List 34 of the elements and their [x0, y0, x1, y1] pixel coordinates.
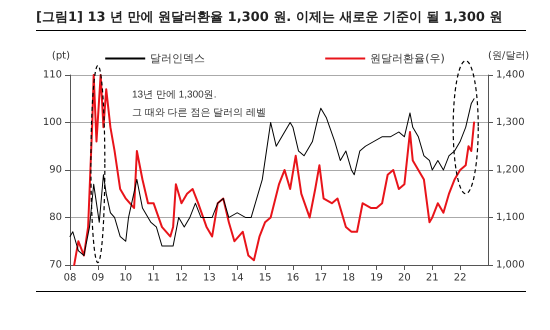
- line-series: [73, 74, 476, 266]
- y-tick-label: 70: [49, 260, 62, 270]
- y-tick-label: 90: [49, 164, 62, 176]
- x-tick-label: 22: [454, 272, 466, 284]
- x-tick-label: 10: [119, 272, 132, 284]
- legend-label: 달러인덱스: [150, 52, 206, 65]
- y2-axis-title: (원/달러): [488, 50, 530, 62]
- x-tick-label: 09: [92, 272, 104, 284]
- y-tick-label: 110: [42, 70, 62, 80]
- x-tick-label: 11: [147, 272, 160, 284]
- line-series: [70, 98, 475, 256]
- x-tick-label: 17: [314, 272, 328, 284]
- y-tick-label: 100: [42, 117, 62, 128]
- legend-label: 원달러환율(우): [370, 52, 445, 65]
- x-tick-label: 19: [370, 272, 383, 284]
- y2-tick-label: 1,000: [496, 260, 525, 270]
- y2-tick-label: 1,400: [496, 70, 525, 80]
- x-tick-label: 13: [202, 272, 216, 284]
- x-tick-label: 08: [64, 272, 76, 284]
- x-tick-label: 12: [175, 272, 188, 284]
- y-tick-label: 80: [49, 212, 62, 223]
- x-tick-label: 18: [342, 272, 356, 284]
- annotation: 13년 만에 1,300원.: [132, 90, 216, 100]
- x-tick-label: 21: [426, 272, 439, 284]
- y2-tick-label: 1,300: [496, 117, 525, 128]
- x-tick-label: 20: [398, 272, 411, 284]
- y-axis-title: (pt): [52, 50, 70, 62]
- annotation: 그 때와 다른 점은 달러의 레벨: [132, 108, 266, 118]
- y2-tick-label: 1,200: [496, 164, 525, 176]
- x-tick-label: 15: [258, 272, 272, 284]
- x-tick-label: 16: [286, 272, 300, 284]
- x-tick-label: 14: [230, 272, 244, 284]
- chart-title: [그림1] 13 년 만에 원달러환율 1,300 원. 이제는 새로운 기준이 될 1,300 원: [36, 9, 503, 26]
- y2-tick-label: 1,100: [496, 212, 525, 223]
